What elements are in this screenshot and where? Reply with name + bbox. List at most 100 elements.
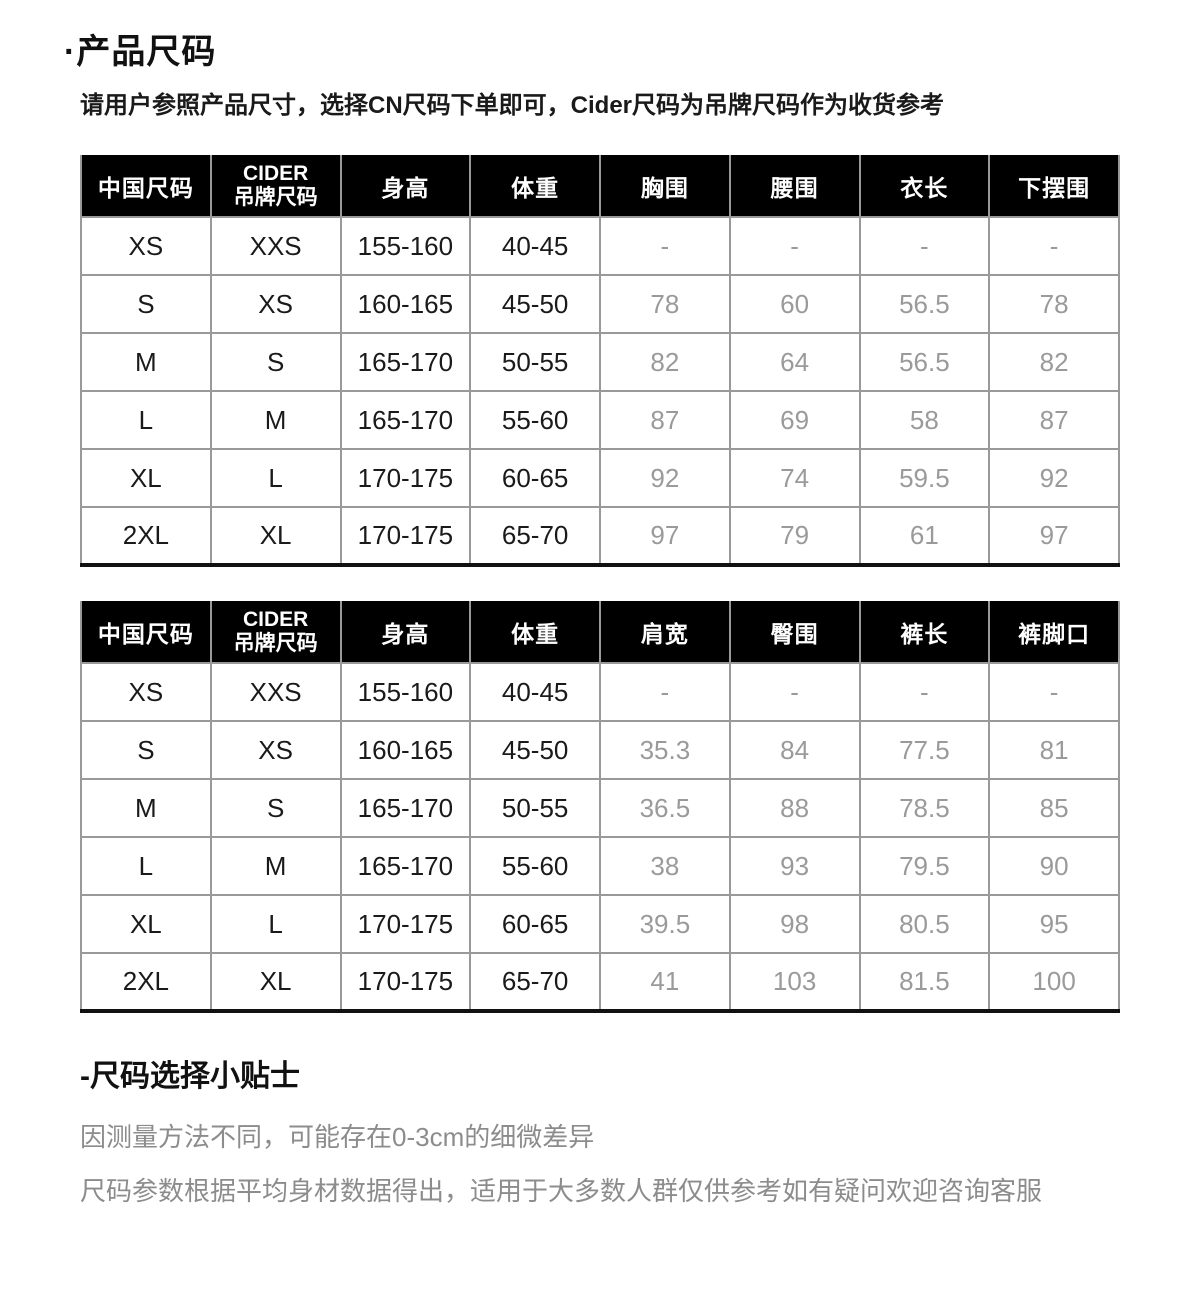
- page-title: ·产品尺码: [64, 33, 217, 71]
- header-cell: 裤脚口: [988, 601, 1120, 665]
- size-cell: 50-55: [469, 778, 601, 839]
- header-cell: 胸围: [599, 155, 731, 219]
- table-row: M S 165-170 50-55 36.5 88 78.5 85: [80, 778, 1120, 839]
- size-cell: L: [209, 894, 342, 955]
- size-cell: 79: [728, 506, 861, 568]
- size-cell: 80.5: [858, 894, 991, 955]
- header-cell: 臀围: [728, 601, 861, 665]
- size-cell: 93: [728, 836, 861, 897]
- size-cell: 92: [988, 448, 1120, 509]
- size-cell: XS: [209, 720, 342, 781]
- size-cell: M: [209, 836, 342, 897]
- header-cell: 中国尺码: [80, 155, 212, 219]
- size-cell: -: [599, 216, 731, 277]
- size-cell: M: [209, 390, 342, 451]
- size-cell: -: [988, 662, 1120, 723]
- size-cell: 79.5: [858, 836, 991, 897]
- size-cell: 100: [988, 952, 1120, 1014]
- size-cell: S: [80, 720, 212, 781]
- table-row: XS XXS 155-160 40-45- - - -: [80, 216, 1120, 277]
- size-cell: 103: [728, 952, 861, 1014]
- header-cell: 中国尺码: [80, 601, 212, 665]
- size-cell: 82: [988, 332, 1120, 393]
- size-cell: XXS: [209, 216, 342, 277]
- size-cell: 160-165: [339, 274, 472, 335]
- size-cell: 81: [988, 720, 1120, 781]
- header-cell: 下摆围: [988, 155, 1120, 219]
- header-cell: 体重: [469, 155, 601, 219]
- size-cell: 45-50: [469, 720, 601, 781]
- table-row: XL L 170-175 60-65 92 74 59.5 92: [80, 448, 1120, 509]
- size-cell: 160-165: [339, 720, 472, 781]
- size-cell: 87: [599, 390, 731, 451]
- size-cell: 170-175: [339, 506, 472, 568]
- size-cell: XS: [80, 216, 212, 277]
- size-cell: 95: [988, 894, 1120, 955]
- table-row: 2XL XL 170-175 65-70 97 79 61 97: [80, 506, 1120, 568]
- size-cell: 92: [599, 448, 731, 509]
- size-cell: 58: [858, 390, 991, 451]
- size-cell: 87: [988, 390, 1120, 451]
- size-cell: 69: [728, 390, 861, 451]
- size-cell: S: [80, 274, 212, 335]
- size-cell: 77.5: [858, 720, 991, 781]
- size-cell: XL: [209, 952, 342, 1014]
- header-cell: CIDER 吊牌尺码: [209, 601, 342, 665]
- header-cell: 身高: [339, 155, 472, 219]
- page-subtitle: 请用户参照产品尺寸，选择CN尺码下单即可，Cider尺码为吊牌尺码作为收货参考: [80, 92, 945, 120]
- size-cell: 39.5: [599, 894, 731, 955]
- size-cell: M: [80, 332, 212, 393]
- header-cell: 腰围: [728, 155, 861, 219]
- size-cell: 40-45: [469, 216, 601, 277]
- size-cell: 60-65: [469, 448, 601, 509]
- size-tips-section: -尺码选择小贴士 因测量方法不同，可能存在0-3cm的细微差异 尺码参数根据平均身…: [80, 1059, 1120, 1207]
- table-row: XS XXS 155-160 40-45- - - -: [80, 662, 1120, 723]
- size-cell: 155-160: [339, 662, 472, 723]
- size-cell: 98: [728, 894, 861, 955]
- size-cell: 65-70: [469, 952, 601, 1014]
- size-cell: 97: [988, 506, 1120, 568]
- size-cell: 85: [988, 778, 1120, 839]
- header-row: 中国尺码 CIDER 吊牌尺码 身高 体重 胸围 腰围 衣长 下摆围: [80, 155, 1120, 219]
- size-cell: 65-70: [469, 506, 601, 568]
- size-cell: L: [209, 448, 342, 509]
- size-cell: 61: [858, 506, 991, 568]
- size-cell: 165-170: [339, 778, 472, 839]
- header-cell: 体重: [469, 601, 601, 665]
- size-cell: L: [80, 390, 212, 451]
- size-cell: 2XL: [80, 506, 212, 568]
- size-cell: 170-175: [339, 952, 472, 1014]
- size-cell: 90: [988, 836, 1120, 897]
- table-row: L M 165-170 55-60 38 93 79.5 90: [80, 836, 1120, 897]
- size-cell: XS: [209, 274, 342, 335]
- size-cell: 60: [728, 274, 861, 335]
- size-cell: S: [209, 778, 342, 839]
- size-cell: 59.5: [858, 448, 991, 509]
- size-cell: 81.5: [858, 952, 991, 1014]
- size-cell: 40-45: [469, 662, 601, 723]
- size-cell: -: [728, 216, 861, 277]
- size-guide-section: ·产品尺码 请用户参照产品尺寸，选择CN尺码下单即可，Cider尺码为吊牌尺码作…: [64, 33, 1120, 1207]
- size-cell: 82: [599, 332, 731, 393]
- size-cell: 55-60: [469, 836, 601, 897]
- size-cell: XXS: [209, 662, 342, 723]
- size-cell: 165-170: [339, 390, 472, 451]
- size-cell: -: [858, 216, 991, 277]
- size-cell: 78: [988, 274, 1120, 335]
- size-cell: -: [728, 662, 861, 723]
- table-row: S XS 160-165 45-50 35.3 84 77.5 81: [80, 720, 1120, 781]
- table-row: 2XL XL 170-175 65-70 41 103 81.5 100: [80, 952, 1120, 1014]
- size-cell: M: [80, 778, 212, 839]
- size-cell: 38: [599, 836, 731, 897]
- size-cell: 78.5: [858, 778, 991, 839]
- size-cell: 50-55: [469, 332, 601, 393]
- bottom-size-table: 中国尺码 CIDER 吊牌尺码 身高 体重 肩宽 臀围 裤长 裤脚口 XS XXS 155-160…: [80, 601, 1120, 1014]
- header-row: 中国尺码 CIDER 吊牌尺码 身高 体重 肩宽 臀围 裤长 裤脚口: [80, 601, 1120, 665]
- tip-line: 尺码参数根据平均身材数据得出，适用于大多数人群仅供参考如有疑问欢迎咨询客服: [80, 1175, 1043, 1206]
- size-cell: S: [209, 332, 342, 393]
- size-cell: 165-170: [339, 836, 472, 897]
- tip-line: 因测量方法不同，可能存在0-3cm的细微差异: [80, 1122, 595, 1153]
- header-cell: 肩宽: [599, 601, 731, 665]
- size-cell: 88: [728, 778, 861, 839]
- size-cell: 45-50: [469, 274, 601, 335]
